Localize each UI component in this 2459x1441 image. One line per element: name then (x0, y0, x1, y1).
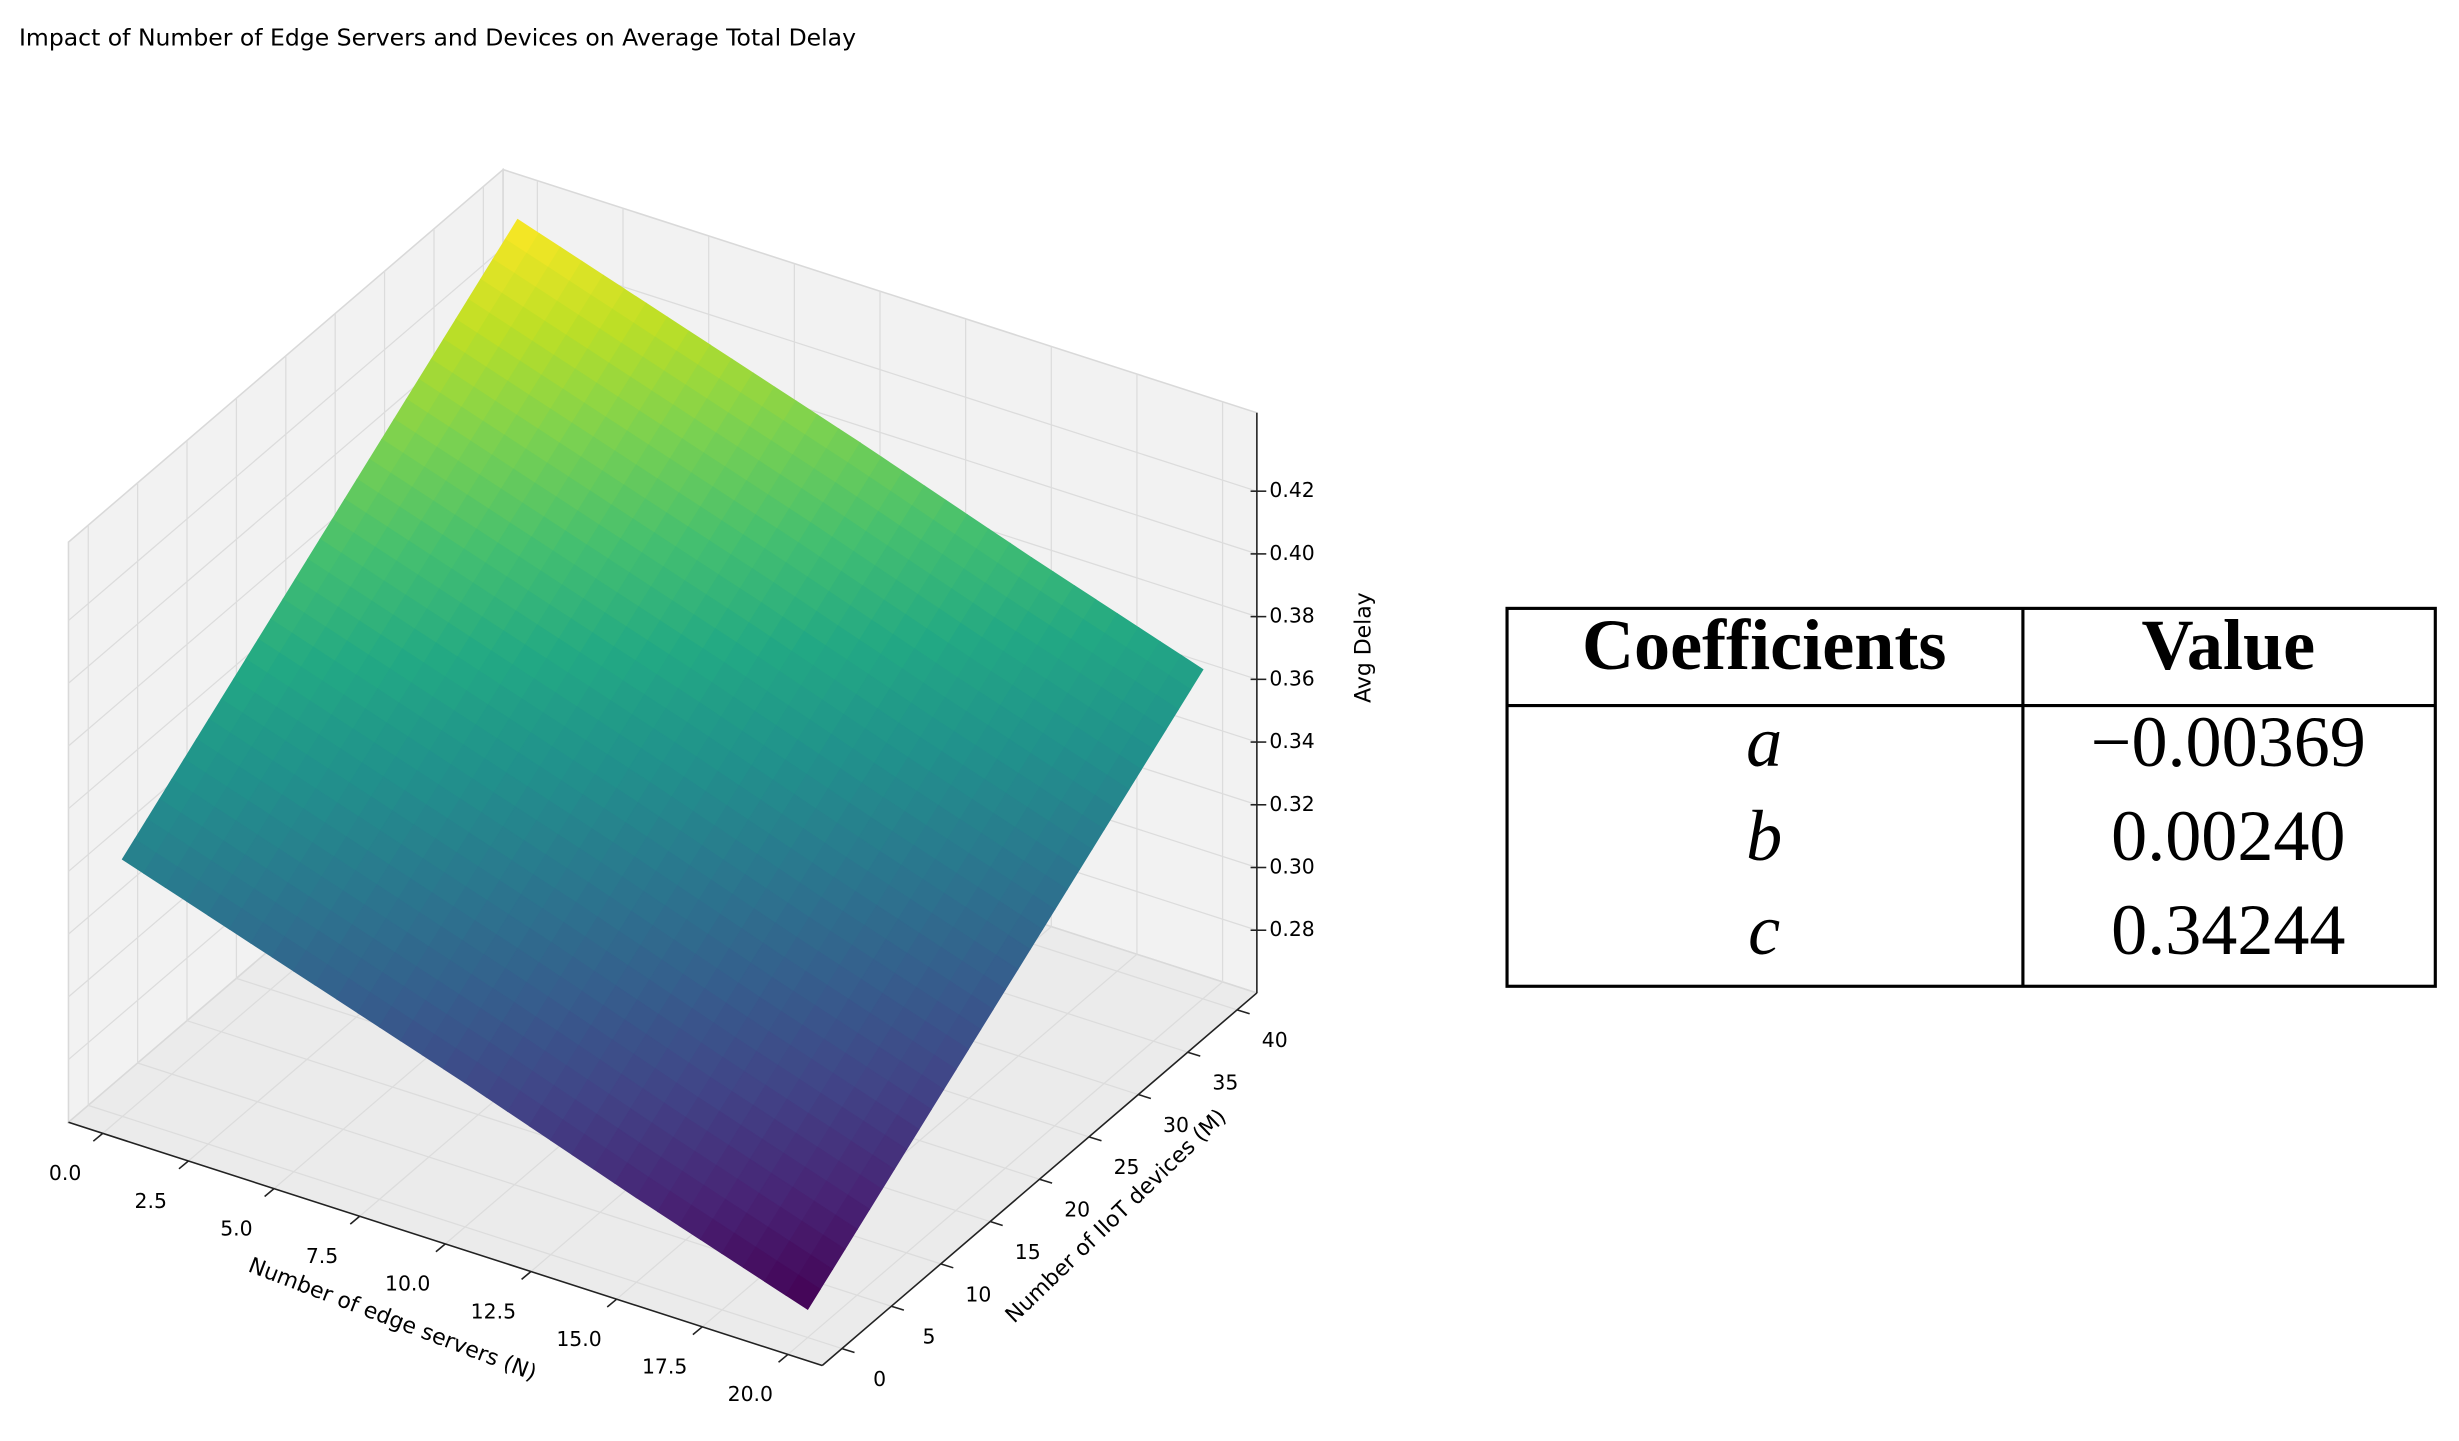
grid-line (502, 247, 1258, 492)
x-tick (606, 1298, 618, 1308)
x-tick-label: 17.5 (642, 1355, 687, 1379)
y-tick-label: 15 (1015, 1240, 1041, 1264)
x-tick (92, 1132, 104, 1142)
x-tick-label: 7.5 (306, 1244, 338, 1268)
z-tick-label: 0.34 (1269, 729, 1314, 753)
x-tick-label: 2.5 (135, 1189, 167, 1213)
z-tick-label: 0.40 (1269, 541, 1314, 565)
y-tick-label: 20 (1064, 1198, 1090, 1222)
y-tick (989, 1220, 1003, 1227)
z-tick-label: 0.32 (1269, 792, 1314, 816)
x-tick (521, 1270, 532, 1280)
table-cell: a (1746, 702, 1782, 782)
x-tick-label: 12.5 (471, 1299, 516, 1323)
y-tick-label: 25 (1114, 1155, 1140, 1179)
coefficient-table: Coefficients Value a −0.00369 b 0.00240 … (1505, 605, 2437, 988)
table-cell: c (1748, 890, 1780, 970)
table-cell: 0.34244 (2111, 890, 2345, 970)
y-tick (1138, 1093, 1152, 1100)
x-tick-label: 0.0 (49, 1161, 81, 1185)
x-tick (778, 1353, 789, 1363)
x-tick (178, 1160, 189, 1170)
x-tick (264, 1188, 275, 1198)
y-tick (940, 1263, 954, 1269)
y-tick-label: 40 (1262, 1028, 1288, 1052)
y-tick-label: 30 (1163, 1113, 1189, 1137)
x-tick-label: 5.0 (220, 1216, 252, 1240)
table-cell: −0.00369 (2091, 702, 2366, 782)
z-tick-label: 0.42 (1269, 478, 1314, 502)
x-tick-label: 15.0 (556, 1327, 601, 1351)
table-cell: b (1746, 796, 1782, 876)
z-tick-label: 0.38 (1269, 604, 1314, 628)
x-tick (435, 1243, 446, 1253)
y-tick-label: 5 (923, 1325, 936, 1349)
y-tick (1236, 1009, 1250, 1015)
y-tick-label: 35 (1212, 1071, 1238, 1095)
y-tick (1039, 1178, 1053, 1184)
z-axis-label: Avg Delay (1351, 592, 1376, 703)
y-tick (891, 1305, 905, 1311)
table-cell: 0.00240 (2111, 796, 2345, 876)
grid-line (88, 1104, 843, 1350)
y-tick-label: 10 (965, 1282, 991, 1306)
table-header: Value (2141, 605, 2315, 685)
grid-line (68, 247, 504, 622)
table-border (1505, 606, 2437, 988)
z-tick-label: 0.30 (1269, 855, 1314, 879)
x-tick (692, 1326, 703, 1336)
z-tick-label: 0.28 (1269, 917, 1314, 941)
surface-patch (785, 1274, 821, 1311)
z-tick-label: 0.36 (1269, 666, 1314, 690)
x-tick (349, 1215, 361, 1225)
chart-title: Impact of Number of Edge Servers and Dev… (19, 24, 856, 52)
y-tick (1088, 1136, 1102, 1142)
y-tick (1187, 1051, 1201, 1057)
x-tick-label: 10.0 (385, 1272, 430, 1296)
table-header: Coefficients (1582, 605, 1946, 685)
y-tick-label: 0 (873, 1367, 886, 1391)
y-tick (841, 1347, 855, 1354)
x-tick-label: 20.0 (728, 1382, 773, 1406)
